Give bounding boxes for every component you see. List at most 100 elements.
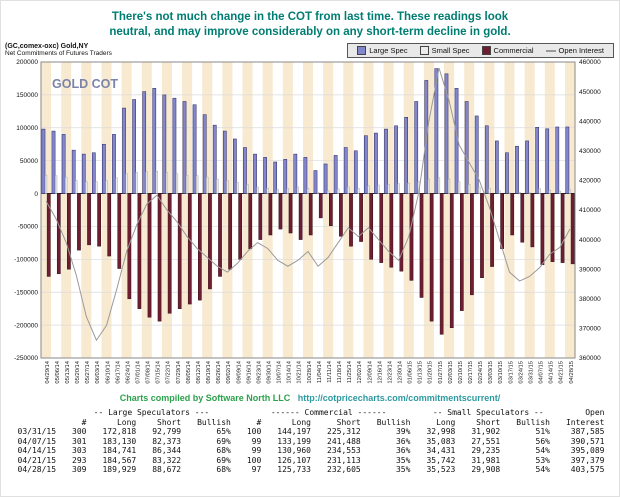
svg-text:-250000: -250000	[14, 355, 38, 362]
table-cell: 35,523	[426, 465, 456, 474]
table-cell: 04/28/15	[17, 465, 57, 474]
svg-text:12/02/14: 12/02/14	[357, 360, 363, 383]
svg-text:-100000: -100000	[14, 257, 38, 264]
svg-text:04/14/15: 04/14/15	[549, 361, 555, 384]
chart-titles: (GC,comex-oxc) Gold,NY Net Commitments o…	[5, 43, 112, 57]
table-cell: 88,672	[152, 465, 182, 474]
table-cell: 126,107	[277, 455, 311, 465]
svg-text:01/20/15: 01/20/15	[428, 361, 434, 384]
col-header: Bullish	[516, 417, 550, 427]
legend-item-small-spec: Small Spec	[419, 46, 470, 55]
commercial-swatch-icon	[481, 46, 491, 55]
table-cell: 99	[251, 446, 262, 455]
attribution-url: http://cotpricecharts.com/commitmentscur…	[297, 393, 501, 403]
open-interest-line	[45, 67, 571, 342]
table-cell: 36%	[395, 446, 411, 455]
svg-text:01/06/15: 01/06/15	[408, 361, 414, 384]
table-cell: 97	[251, 465, 262, 474]
table-cell: 51%	[535, 427, 550, 436]
svg-text:07/08/14: 07/08/14	[146, 360, 152, 383]
commercial-bars	[46, 193, 575, 335]
svg-text:380000: 380000	[579, 296, 601, 303]
group-header-commercial: ------ Commercial ------	[270, 408, 387, 417]
svg-text:05/06/14: 05/06/14	[55, 360, 61, 383]
svg-text:150000: 150000	[16, 92, 38, 99]
cot-table: -- Large Speculators --- ------ Commerci…	[8, 408, 613, 475]
svg-text:410000: 410000	[579, 207, 601, 214]
svg-text:07/22/14: 07/22/14	[166, 360, 172, 383]
small-spec-swatch-icon	[419, 46, 429, 55]
table-cell: 390,571	[570, 436, 605, 446]
table-cell: 31,902	[471, 427, 501, 436]
table-cell: 35%	[395, 465, 411, 474]
svg-text:-50000: -50000	[18, 224, 39, 231]
table-cell: 36%	[395, 436, 411, 446]
svg-text:0: 0	[34, 191, 38, 198]
table-cell: 303	[72, 446, 87, 455]
table-cell: 231,113	[327, 455, 361, 465]
svg-text:420000: 420000	[579, 178, 601, 185]
svg-text:02/10/15: 02/10/15	[458, 361, 464, 384]
table-cell: 301	[72, 436, 87, 446]
table-cell: 03/31/15	[17, 427, 57, 436]
table-cell: 56%	[535, 436, 550, 446]
table-cell: 83,322	[152, 455, 182, 465]
svg-text:01/13/15: 01/13/15	[418, 361, 424, 384]
table-group-header-row: -- Large Speculators --- ------ Commerci…	[8, 408, 613, 418]
col-header: Bullish	[376, 417, 411, 427]
table-cell: 69%	[216, 455, 231, 465]
svg-text:12/23/14: 12/23/14	[387, 360, 393, 383]
svg-text:200000: 200000	[16, 59, 38, 66]
svg-text:05/20/14: 05/20/14	[75, 360, 81, 383]
svg-text:450000: 450000	[579, 89, 601, 96]
table-cell: 184,741	[102, 446, 137, 455]
svg-text:12/09/14: 12/09/14	[367, 360, 373, 383]
table-cell: 183,130	[102, 436, 137, 446]
table-cell: 29,235	[471, 446, 501, 455]
table-cell: 53%	[535, 455, 550, 465]
svg-text:10/21/14: 10/21/14	[297, 360, 303, 383]
small-spec-bars	[44, 170, 572, 194]
legend-item-open-interest: Open Interest	[545, 46, 604, 55]
col-header: Short	[336, 417, 361, 427]
attribution: Charts compiled by Software North LLC ht…	[1, 393, 619, 403]
table-cell: 225,312	[327, 427, 361, 436]
col-header: Long	[116, 417, 137, 427]
svg-text:03/24/15: 03/24/15	[518, 361, 524, 384]
svg-text:09/09/14: 09/09/14	[236, 360, 242, 383]
table-cell: 86,344	[152, 446, 182, 455]
table-cell: 300	[72, 427, 87, 436]
table-cell: 54%	[535, 465, 550, 474]
chart-legend: Large Spec Small Spec Commercial Open In…	[347, 43, 614, 58]
svg-text:09/30/14: 09/30/14	[266, 360, 272, 383]
table-row: 04/07/15 301 183,130 82,373 69% 99 133,199 241,…	[8, 437, 613, 447]
table-cell: 100	[246, 455, 262, 465]
legend-item-commercial: Commercial	[481, 46, 534, 55]
svg-text:09/02/14: 09/02/14	[226, 360, 232, 383]
table-cell: 232,605	[327, 465, 361, 474]
table-col-header-row: # Long Short Bullish # Long Short Bullis…	[8, 418, 613, 428]
legend-label: Small Spec	[431, 46, 470, 55]
table-cell: 69%	[216, 436, 231, 446]
svg-text:100000: 100000	[16, 125, 38, 132]
svg-text:02/17/15: 02/17/15	[468, 361, 474, 384]
col-header: Bullish	[197, 417, 231, 427]
table-cell: 125,733	[277, 465, 311, 474]
svg-text:02/03/15: 02/03/15	[448, 361, 454, 384]
svg-text:03/31/15: 03/31/15	[528, 361, 534, 384]
group-header-blank	[8, 408, 65, 418]
svg-text:04/21/15: 04/21/15	[559, 361, 565, 384]
table-cell: 04/07/15	[17, 436, 57, 446]
legend-item-large-spec: Large Spec	[357, 46, 408, 55]
svg-text:400000: 400000	[579, 237, 601, 244]
svg-text:430000: 430000	[579, 148, 601, 155]
table-cell: 04/21/15	[17, 455, 57, 465]
svg-text:03/17/15: 03/17/15	[508, 361, 514, 384]
legend-label: Open Interest	[558, 46, 604, 55]
col-header: #	[256, 417, 262, 427]
svg-text:06/17/14: 06/17/14	[115, 360, 121, 383]
chart-symbol: (GC,comex-oxc) Gold,NY	[5, 43, 89, 50]
plot-border	[40, 61, 576, 359]
svg-text:03/03/15: 03/03/15	[488, 361, 494, 384]
